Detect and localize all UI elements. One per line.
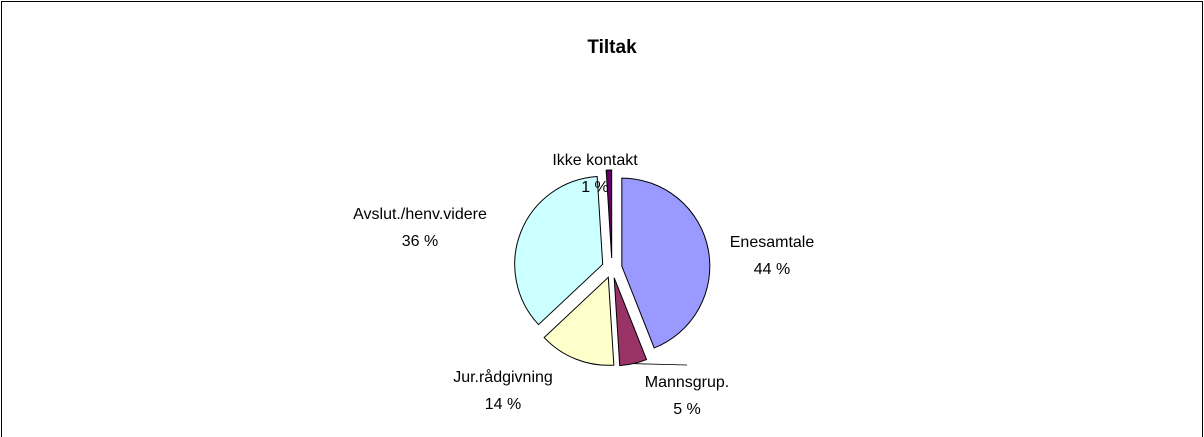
pie-slice [543,276,615,366]
slice-label: Avslut./henv.videre [353,206,487,223]
slice-label: Ikke kontakt [552,152,638,169]
pie-slice [613,277,648,367]
slice-label: Enesamtale [730,234,815,251]
slice-value-label: 44 % [754,261,790,278]
slice-label: Jur.rådgivning [453,368,553,386]
slice-value-label: 1 % [581,179,609,196]
leader-line [633,363,688,366]
slice-label: Mannsgrup. [645,374,730,391]
slice-value-label: 36 % [402,233,438,250]
pie-slice [514,175,604,326]
chart-title: Tiltak [587,37,637,58]
slice-value-label: 5 % [673,401,701,418]
slice-value-label: 14 % [485,396,521,413]
pie-slice [605,169,613,259]
pie-slice [621,177,711,349]
